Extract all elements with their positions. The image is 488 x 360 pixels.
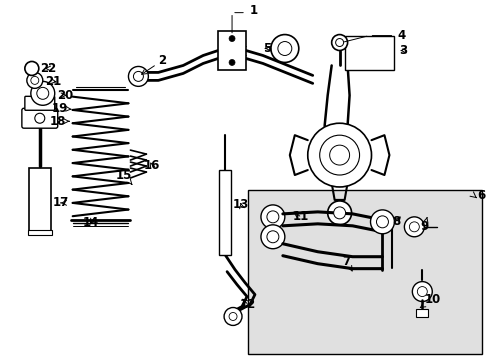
Text: 19: 19 [52, 102, 71, 115]
Circle shape [327, 201, 351, 225]
Circle shape [261, 225, 285, 249]
Text: 15: 15 [115, 168, 132, 184]
Circle shape [266, 211, 278, 223]
Circle shape [266, 231, 278, 243]
Text: 11: 11 [292, 210, 308, 223]
Circle shape [27, 72, 42, 88]
Circle shape [335, 39, 343, 46]
Circle shape [31, 81, 55, 105]
Bar [415, 310, 427, 318]
Circle shape [128, 67, 148, 86]
Circle shape [408, 222, 419, 232]
Circle shape [37, 87, 49, 99]
Circle shape [31, 76, 39, 84]
Circle shape [228, 59, 235, 66]
Circle shape [416, 287, 427, 297]
Bar [344, 36, 394, 71]
Text: 12: 12 [240, 298, 256, 311]
Circle shape [404, 217, 424, 237]
Circle shape [270, 35, 298, 62]
Bar [218, 31, 245, 71]
Circle shape [224, 307, 242, 325]
Text: 7: 7 [342, 255, 351, 271]
Text: 5: 5 [262, 42, 270, 55]
Circle shape [133, 71, 143, 81]
Circle shape [35, 113, 45, 123]
Circle shape [370, 210, 394, 234]
FancyBboxPatch shape [25, 96, 55, 110]
Circle shape [331, 35, 347, 50]
Text: 1: 1 [249, 4, 258, 17]
Circle shape [307, 123, 371, 187]
Text: 2: 2 [142, 54, 166, 74]
Text: 20: 20 [57, 89, 73, 102]
Circle shape [333, 207, 345, 219]
Text: 8: 8 [392, 215, 400, 228]
Text: 16: 16 [143, 158, 160, 172]
Text: 22: 22 [40, 62, 56, 75]
Text: 17: 17 [53, 197, 69, 210]
Text: 3: 3 [399, 44, 407, 57]
Circle shape [261, 205, 285, 229]
Text: 18: 18 [50, 115, 69, 128]
Text: 21: 21 [45, 75, 61, 88]
Circle shape [25, 62, 39, 75]
Bar [219, 170, 230, 255]
FancyBboxPatch shape [22, 108, 58, 128]
Bar [29, 168, 51, 233]
Text: 13: 13 [233, 198, 249, 211]
Text: 14: 14 [82, 216, 99, 229]
Bar [247, 190, 481, 354]
Text: 4: 4 [397, 29, 405, 42]
Circle shape [228, 312, 237, 320]
Bar [28, 230, 52, 235]
Circle shape [228, 36, 235, 41]
Circle shape [277, 41, 291, 55]
Circle shape [319, 135, 359, 175]
Circle shape [376, 216, 387, 228]
Text: 6: 6 [476, 189, 485, 202]
Text: 10: 10 [419, 293, 440, 307]
Circle shape [329, 145, 349, 165]
Text: 9: 9 [420, 217, 427, 233]
Circle shape [411, 282, 431, 302]
